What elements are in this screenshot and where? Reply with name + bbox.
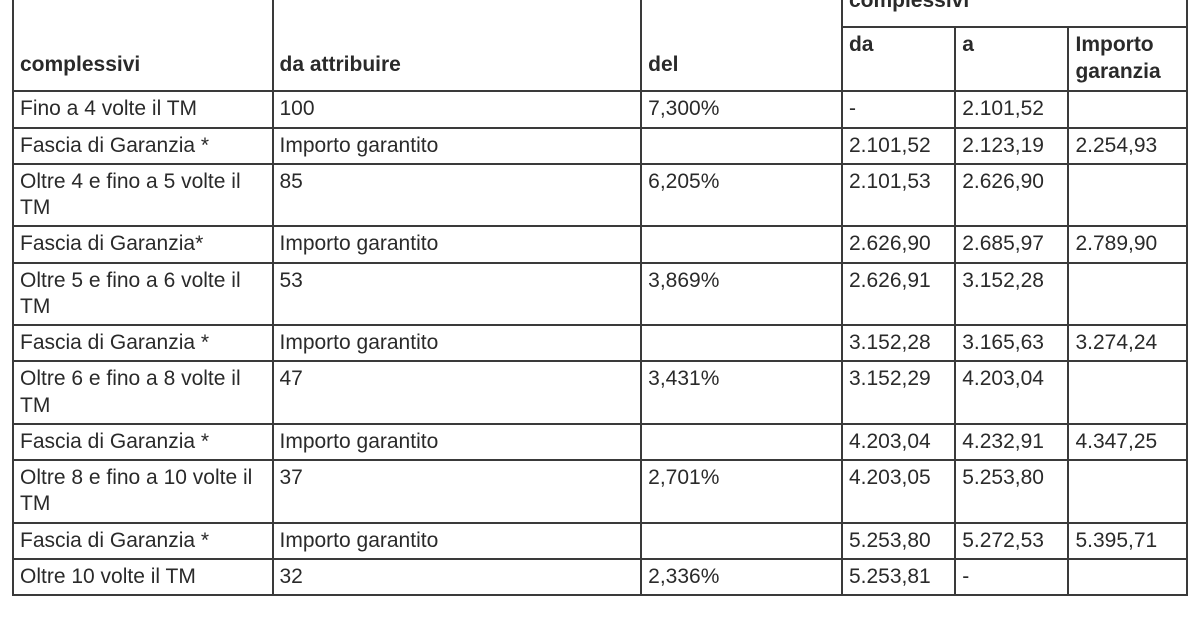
- cell: [641, 325, 842, 361]
- data-table: complessivi da attribuire del complessiv…: [12, 0, 1188, 596]
- subcol-da: da: [842, 27, 955, 91]
- cell: 5.253,81: [842, 559, 955, 595]
- cell: 3.152,29: [842, 361, 955, 424]
- cell: 4.203,05: [842, 460, 955, 523]
- cell: 2,336%: [641, 559, 842, 595]
- cell: 47: [273, 361, 642, 424]
- cell: 5.395,71: [1068, 523, 1187, 559]
- cell: 3.152,28: [842, 325, 955, 361]
- cell: [1068, 361, 1187, 424]
- cell: Fascia di Garanzia *: [13, 523, 273, 559]
- cell: 2,701%: [641, 460, 842, 523]
- cell: 85: [273, 164, 642, 227]
- cell: [1068, 460, 1187, 523]
- cell: 37: [273, 460, 642, 523]
- cell: Fascia di Garanzia *: [13, 128, 273, 164]
- col-header-3: del: [641, 0, 842, 91]
- cell: 4.203,04: [842, 424, 955, 460]
- cell: Fascia di Garanzia *: [13, 424, 273, 460]
- table-body: Fino a 4 volte il TM 100 7,300% - 2.101,…: [13, 91, 1187, 595]
- table-row: Fascia di Garanzia * Importo garantito 4…: [13, 424, 1187, 460]
- cell: [1068, 263, 1187, 326]
- cell: Oltre 6 e fino a 8 volte il TM: [13, 361, 273, 424]
- table-row: Fino a 4 volte il TM 100 7,300% - 2.101,…: [13, 91, 1187, 127]
- cell: 2.626,90: [955, 164, 1068, 227]
- subcol-importo: Importo garanzia: [1068, 27, 1187, 91]
- subcol-a: a: [955, 27, 1068, 91]
- table-row: Fascia di Garanzia * Importo garantito 2…: [13, 128, 1187, 164]
- cell: Fino a 4 volte il TM: [13, 91, 273, 127]
- cell: Importo garantito: [273, 523, 642, 559]
- cell: 2.101,52: [842, 128, 955, 164]
- cell: Fascia di Garanzia*: [13, 226, 273, 262]
- cell: Importo garantito: [273, 424, 642, 460]
- cell: 4.232,91: [955, 424, 1068, 460]
- cell: Oltre 10 volte il TM: [13, 559, 273, 595]
- cell: -: [842, 91, 955, 127]
- table-row: Oltre 10 volte il TM 32 2,336% 5.253,81 …: [13, 559, 1187, 595]
- table-row: Oltre 4 e fino a 5 volte il TM 85 6,205%…: [13, 164, 1187, 227]
- header-row-1: complessivi da attribuire del complessiv…: [13, 0, 1187, 27]
- cell: Oltre 8 e fino a 10 volte il TM: [13, 460, 273, 523]
- cell: 2.101,53: [842, 164, 955, 227]
- cell: 7,300%: [641, 91, 842, 127]
- col-header-1: complessivi: [13, 0, 273, 91]
- cell: 2.626,90: [842, 226, 955, 262]
- cell: 3.152,28: [955, 263, 1068, 326]
- table-row: Fascia di Garanzia* Importo garantito 2.…: [13, 226, 1187, 262]
- cell: Importo garantito: [273, 325, 642, 361]
- table-row: Oltre 6 e fino a 8 volte il TM 47 3,431%…: [13, 361, 1187, 424]
- cell: [641, 424, 842, 460]
- cell: [641, 523, 842, 559]
- cell: Oltre 4 e fino a 5 volte il TM: [13, 164, 273, 227]
- cell: 2.101,52: [955, 91, 1068, 127]
- cell: Importo garantito: [273, 226, 642, 262]
- cell: -: [955, 559, 1068, 595]
- cell: 4.347,25: [1068, 424, 1187, 460]
- cell: 2.626,91: [842, 263, 955, 326]
- cell: 5.253,80: [955, 460, 1068, 523]
- cell: 6,205%: [641, 164, 842, 227]
- cell: 3,431%: [641, 361, 842, 424]
- cell: 3,869%: [641, 263, 842, 326]
- cell: [641, 226, 842, 262]
- cell: 4.203,04: [955, 361, 1068, 424]
- cell: 2.685,97: [955, 226, 1068, 262]
- cell: [1068, 164, 1187, 227]
- cell: 32: [273, 559, 642, 595]
- cell: 53: [273, 263, 642, 326]
- col-header-2: da attribuire: [273, 0, 642, 91]
- table-row: Fascia di Garanzia * Importo garantito 3…: [13, 325, 1187, 361]
- cell: 5.272,53: [955, 523, 1068, 559]
- table-container: complessivi da attribuire del complessiv…: [0, 0, 1200, 630]
- cell: 3.274,24: [1068, 325, 1187, 361]
- cell: 3.165,63: [955, 325, 1068, 361]
- cell: Importo garantito: [273, 128, 642, 164]
- cell: 100: [273, 91, 642, 127]
- cell: [1068, 559, 1187, 595]
- table-row: Oltre 5 e fino a 6 volte il TM 53 3,869%…: [13, 263, 1187, 326]
- col-header-4: complessivi: [842, 0, 1187, 27]
- cell: [1068, 91, 1187, 127]
- cell: Fascia di Garanzia *: [13, 325, 273, 361]
- cell: 2.123,19: [955, 128, 1068, 164]
- cell: Oltre 5 e fino a 6 volte il TM: [13, 263, 273, 326]
- table-row: Oltre 8 e fino a 10 volte il TM 37 2,701…: [13, 460, 1187, 523]
- cell: 2.254,93: [1068, 128, 1187, 164]
- cell: 5.253,80: [842, 523, 955, 559]
- cell: [641, 128, 842, 164]
- table-row: Fascia di Garanzia * Importo garantito 5…: [13, 523, 1187, 559]
- cell: 2.789,90: [1068, 226, 1187, 262]
